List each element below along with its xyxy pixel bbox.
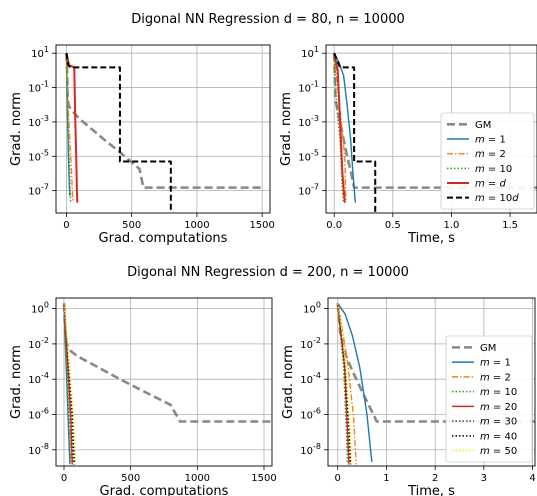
- series-line-m2: [65, 53, 74, 203]
- y-tick-label-2: 10-3: [28, 114, 49, 129]
- legend-label-m10d: m = 10d: [475, 193, 519, 204]
- y-axis-label: Grad. norm: [281, 345, 296, 419]
- legend-label-m1: m = 1: [480, 358, 511, 369]
- series-line-m20: [63, 303, 73, 465]
- x-axis-label: Time, s: [407, 231, 455, 246]
- plot-frame: [327, 297, 536, 467]
- x-tick-label-0: 0.0: [326, 220, 342, 231]
- legend-label-m20: m = 20: [480, 402, 517, 413]
- series-line-m50: [336, 303, 353, 465]
- y-tick-label-4: 100: [31, 301, 49, 316]
- y-tick-label-1: 10-6: [28, 406, 49, 421]
- y-tick-label-2: 10-3: [298, 114, 319, 129]
- series-line-m2: [337, 303, 357, 465]
- subplot-top-left: 0 500 1000 1500 10-7 10-5 10-3 10-1 101 Grad. com…: [9, 44, 275, 246]
- legend-label-m10: m = 10: [475, 164, 512, 175]
- y-tick-label-4: 101: [31, 45, 49, 60]
- y-tick-label-4: 100: [303, 301, 321, 316]
- y-tick-label-1: 10-5: [298, 148, 319, 163]
- x-tick-label-2: 1.0: [443, 220, 459, 231]
- y-tick-label-0: 10-8: [300, 442, 321, 457]
- y-tick-label-3: 10-1: [28, 80, 49, 95]
- x-axis-label: Grad. computations: [99, 231, 228, 246]
- legend-label-m2: m = 2: [480, 372, 511, 383]
- plot-frame: [325, 44, 537, 214]
- x-tick-label-3: 1500: [251, 473, 276, 484]
- x-tick-label-1: 500: [121, 473, 140, 484]
- y-tick-label-3: 10-2: [28, 336, 49, 351]
- legend-frame: [440, 112, 535, 210]
- legend-label-GM: GM: [475, 120, 491, 131]
- series-group: [332, 52, 537, 213]
- x-tick-label-0: 0: [63, 220, 69, 231]
- series-line-GM: [65, 53, 263, 189]
- y-tick-label-0: 10-7: [298, 183, 319, 198]
- legend-label-md: m = d: [475, 179, 507, 190]
- x-tick-label-2: 1000: [184, 220, 209, 231]
- y-axis-label: Grad. norm: [9, 345, 24, 419]
- plot-frame: [55, 44, 271, 214]
- legend-label-GM: GM: [480, 343, 496, 354]
- x-tick-label-3: 1.5: [502, 220, 518, 231]
- y-tick-label-0: 10-7: [28, 183, 49, 198]
- series-line-m1: [63, 303, 71, 465]
- x-tick-label-3: 1500: [249, 220, 274, 231]
- series-line-m10: [65, 53, 72, 203]
- suptitle-bottom: Digonal NN Regression d = 200, n = 10000: [127, 265, 409, 280]
- y-axis-label: Grad. norm: [279, 92, 294, 166]
- legend-label-m40: m = 40: [480, 431, 517, 442]
- x-tick-label-1: 0.5: [385, 220, 401, 231]
- series-line-GM: [62, 303, 272, 423]
- subplot-top-right: 0.0 0.5 1.0 1.5 10-7 10-5 10-3 10-1 101 Time, s Gr…: [279, 44, 537, 246]
- legend-label-m1: m = 1: [475, 135, 506, 146]
- legend-label-m30: m = 30: [480, 417, 517, 428]
- legend-frame: [445, 335, 533, 463]
- x-tick-label-1: 500: [122, 220, 141, 231]
- series-group: [65, 52, 263, 213]
- y-tick-label-1: 10-6: [300, 406, 321, 421]
- x-axis-label: Grad. computations: [100, 484, 229, 496]
- legend: GM m = 1 m = 2 m = 10 m = 20 m = 30 m = 40 m = …: [445, 335, 533, 463]
- y-tick-label-2: 10-4: [300, 371, 321, 386]
- plot-frame: [55, 297, 273, 467]
- y-tick-label-0: 10-8: [28, 442, 49, 457]
- x-tick-label-1: 1: [383, 473, 389, 484]
- suptitle-top: Digonal NN Regression d = 80, n = 10000: [131, 12, 405, 27]
- y-tick-label-3: 10-2: [300, 336, 321, 351]
- x-tick-label-2: 1000: [185, 473, 210, 484]
- series-group: [336, 302, 535, 465]
- y-tick-label-2: 10-4: [28, 371, 49, 386]
- x-axis-label: Time, s: [407, 484, 455, 496]
- legend-label-m10: m = 10: [480, 387, 517, 398]
- series-line-md: [333, 52, 346, 203]
- y-tick-label-1: 10-5: [28, 148, 49, 163]
- x-tick-label-0: 0: [335, 473, 341, 484]
- series-line-m1: [337, 302, 373, 463]
- y-tick-label-4: 101: [301, 45, 319, 60]
- series-line-m10d: [333, 52, 377, 213]
- x-tick-label-3: 3: [481, 473, 487, 484]
- y-tick-label-3: 10-1: [298, 80, 319, 95]
- subplot-bottom-left: 0 500 1000 1500 10-8 10-6 10-4 10-2 100 Grad. com…: [9, 297, 277, 496]
- legend-label-m2: m = 2: [475, 149, 506, 160]
- x-tick-label-4: 4: [529, 473, 535, 484]
- subplot-bottom-right: 0 1 2 3 4 10-8 10-6 10-4 10-2 100 Time, s Grad. nor…: [281, 297, 536, 496]
- series-line-m10d: [65, 53, 172, 213]
- series-line-m2: [333, 53, 347, 203]
- legend-label-m50: m = 50: [480, 446, 517, 457]
- series-line-GM: [336, 303, 535, 423]
- y-axis-label: Grad. norm: [9, 92, 24, 166]
- series-group: [62, 303, 272, 465]
- x-tick-label-2: 2: [432, 473, 438, 484]
- x-tick-label-0: 0: [61, 473, 67, 484]
- legend: GM m = 1 m = 2 m = 10 m = d m = 10d: [440, 112, 535, 210]
